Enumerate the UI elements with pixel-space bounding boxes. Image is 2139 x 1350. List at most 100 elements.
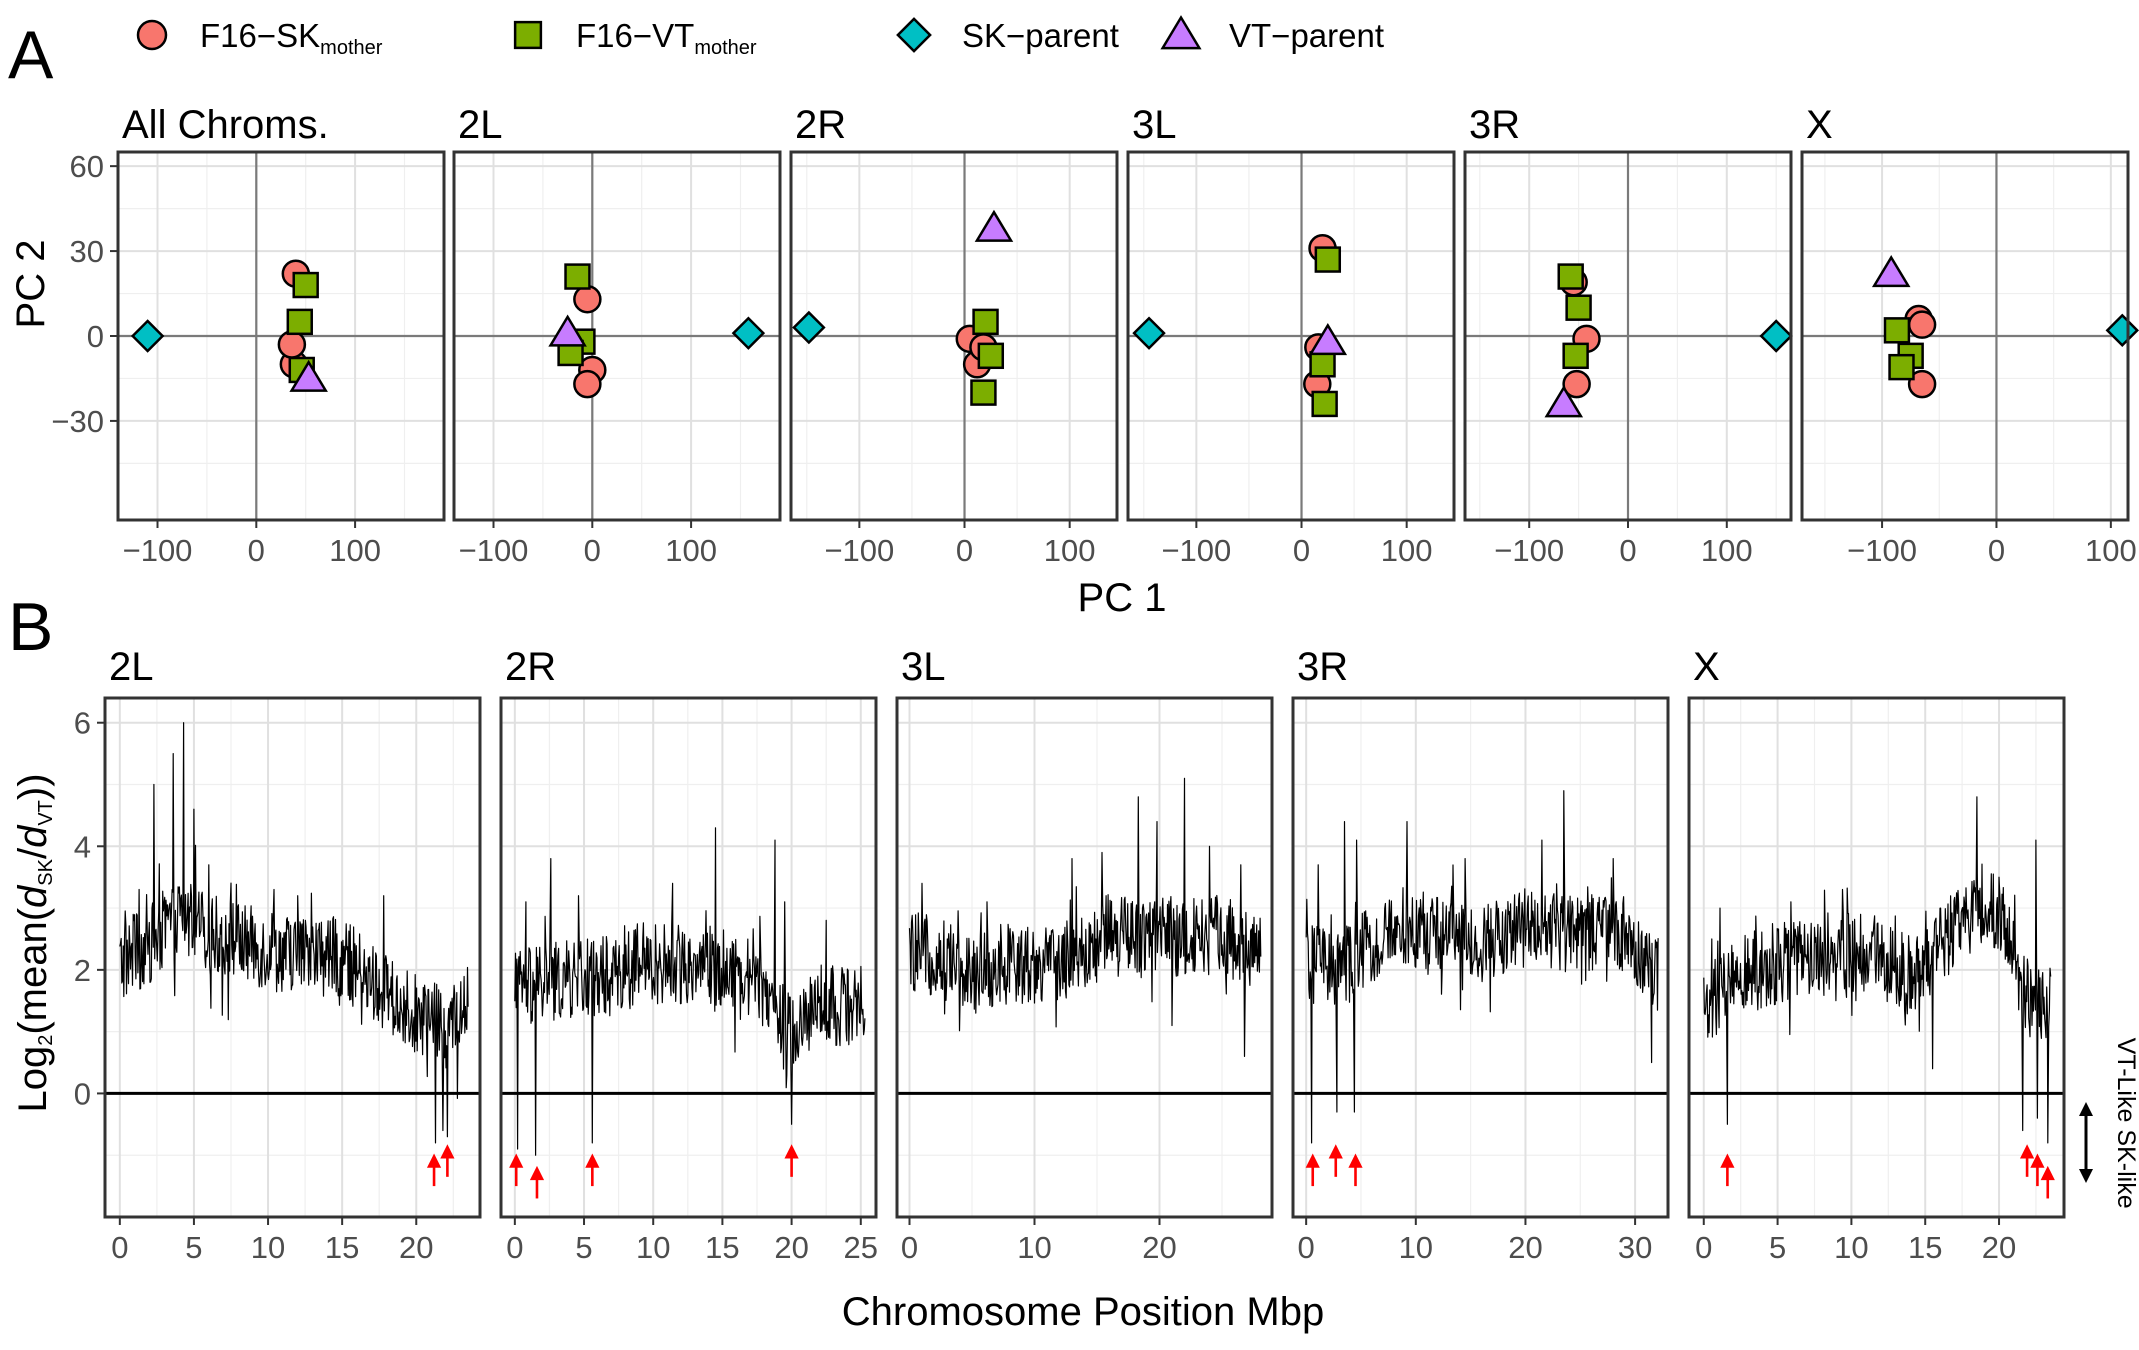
pca-facet-frame bbox=[1126, 150, 1456, 522]
x-tick-label: 20 bbox=[1982, 1230, 2016, 1265]
point-sk bbox=[2105, 313, 2139, 348]
x-tick-label: 0 bbox=[1695, 1230, 1712, 1265]
pca-facet-frame bbox=[789, 150, 1119, 522]
legend: F16−SKmother F16−VTmother SK−parent VT−pare… bbox=[136, 15, 1384, 59]
pca-facet-3: 3L −100 0 100 bbox=[1126, 103, 1456, 568]
point-f16_sk bbox=[1562, 369, 1591, 399]
pca-facet-0: All Chroms. −100 0 100 −30 0 30 60 bbox=[51, 103, 446, 568]
arrow-head bbox=[1305, 1153, 1320, 1168]
vt-like-label: VT-Like bbox=[2112, 1038, 2139, 1123]
x-tick-label: 10 bbox=[1399, 1230, 1433, 1265]
legend-label-f16_sk: F16−SKmother bbox=[200, 17, 383, 59]
ratio-facet-frame bbox=[1687, 696, 2066, 1219]
legend-label-sk: SK−parent bbox=[962, 17, 1119, 54]
introgression-arrow bbox=[2030, 1153, 2045, 1187]
x-tick-label: 0 bbox=[584, 533, 601, 568]
ratio-y-axis-title: Log2(mean(dSK/dVT)) bbox=[11, 773, 57, 1112]
arrow-head bbox=[529, 1165, 545, 1181]
pca-facet-title: 3R bbox=[1469, 103, 1520, 147]
pca-facet-title: X bbox=[1806, 103, 1833, 147]
arrow-head bbox=[2040, 1165, 2055, 1181]
arrow-head bbox=[585, 1153, 600, 1168]
point-f16_sk bbox=[277, 330, 307, 359]
x-tick-label: 10 bbox=[1834, 1230, 1868, 1265]
direction-indicator: VT-Like SK-like bbox=[2079, 1038, 2139, 1209]
point-f16_vt bbox=[1562, 342, 1589, 370]
point-vt bbox=[1544, 385, 1584, 418]
x-tick-label: 20 bbox=[774, 1230, 808, 1265]
point-sk bbox=[792, 310, 826, 345]
x-tick-label: 0 bbox=[1293, 533, 1310, 568]
panel-a-letter: A bbox=[8, 17, 54, 93]
arrow-head bbox=[1348, 1153, 1363, 1168]
y-tick-label: 0 bbox=[87, 319, 104, 354]
pca-facet-frame bbox=[1800, 150, 2130, 522]
arrow-head bbox=[1720, 1153, 1735, 1168]
x-tick-label: 20 bbox=[1508, 1230, 1542, 1265]
point-f16_vt bbox=[292, 271, 319, 299]
legend-label-base: F16−VT bbox=[576, 17, 694, 54]
x-tick-label: 0 bbox=[248, 533, 265, 568]
legend-marker-f16_vt bbox=[513, 20, 543, 50]
point-f16_vt bbox=[1314, 246, 1342, 273]
x-tick-label: −100 bbox=[123, 533, 193, 568]
x-tick-label: 100 bbox=[1044, 533, 1096, 568]
x-tick-label: 0 bbox=[1619, 533, 1636, 568]
ratio-facet-2: 3L 0 10 20 bbox=[895, 645, 1274, 1265]
pca-facet-5: X −100 0 100 bbox=[1800, 103, 2139, 568]
point-f16_vt bbox=[977, 342, 1005, 370]
introgression-arrow bbox=[1720, 1153, 1735, 1187]
point-vt bbox=[1871, 255, 1911, 288]
arrow-head bbox=[784, 1144, 799, 1159]
x-tick-label: −100 bbox=[1494, 533, 1564, 568]
ratio-facet-3: 3R 0 10 20 30 bbox=[1291, 645, 1670, 1265]
introgression-arrow bbox=[2040, 1165, 2055, 1199]
arrow-head bbox=[2030, 1153, 2045, 1168]
x-tick-label: 100 bbox=[1701, 533, 1753, 568]
ratio-facet-title: 2R bbox=[505, 645, 556, 689]
ratio-trace bbox=[514, 827, 866, 1156]
x-tick-label: 0 bbox=[111, 1230, 128, 1265]
legend-label-vt: VT−parent bbox=[1229, 17, 1384, 54]
legend-label-base: F16−SK bbox=[200, 17, 320, 54]
point-f16_vt bbox=[1888, 353, 1915, 381]
legend-label-subscript: mother bbox=[694, 37, 757, 59]
ratio-x-axis-title: Chromosome Position Mbp bbox=[842, 1290, 1324, 1334]
ratio-facet-title: 3R bbox=[1297, 645, 1348, 689]
ratio-facet-frame bbox=[1291, 696, 1670, 1219]
x-tick-label: 100 bbox=[665, 533, 717, 568]
point-f16_sk bbox=[1907, 310, 1937, 339]
x-tick-label: 25 bbox=[844, 1230, 878, 1265]
point-f16_sk bbox=[1907, 369, 1937, 399]
legend-label-base: SK−parent bbox=[962, 17, 1119, 54]
arrow-head bbox=[440, 1144, 455, 1159]
point-f16_vt bbox=[286, 308, 313, 336]
legend-item-f16_sk: F16−SKmother bbox=[136, 17, 383, 59]
x-tick-label: 20 bbox=[399, 1230, 433, 1265]
point-sk bbox=[130, 319, 165, 353]
x-tick-label: −100 bbox=[1847, 533, 1917, 568]
x-tick-label: 10 bbox=[251, 1230, 285, 1265]
pca-facets: All Chroms. −100 0 100 −30 0 30 60 2L −100 0 100 2R −… bbox=[51, 103, 2139, 568]
point-vt bbox=[1308, 322, 1348, 356]
x-tick-label: 30 bbox=[1618, 1230, 1652, 1265]
pca-facet-4: 3R −100 0 100 bbox=[1463, 103, 1793, 568]
ratio-trace bbox=[908, 777, 1262, 1057]
x-tick-label: 15 bbox=[705, 1230, 739, 1265]
point-f16_vt bbox=[1311, 390, 1338, 418]
pca-facet-title: 3L bbox=[1132, 103, 1177, 147]
point-f16_sk bbox=[573, 369, 602, 399]
arrow-head bbox=[2019, 1144, 2035, 1159]
x-tick-label: 20 bbox=[1142, 1230, 1176, 1265]
y-tick-label: 30 bbox=[70, 234, 104, 269]
pca-facet-2: 2R −100 0 100 bbox=[789, 103, 1119, 568]
pca-facet-title: 2R bbox=[795, 103, 846, 147]
ratio-facet-1: 2R 0 5 10 15 20 25 bbox=[499, 645, 878, 1265]
point-f16_vt bbox=[972, 308, 999, 336]
arrow-head bbox=[426, 1153, 442, 1168]
x-tick-label: 15 bbox=[325, 1230, 359, 1265]
introgression-arrow bbox=[1305, 1153, 1320, 1187]
pca-y-axis-title: PC 2 bbox=[9, 240, 53, 329]
introgression-arrow bbox=[440, 1144, 455, 1177]
x-tick-label: 0 bbox=[1988, 533, 2005, 568]
